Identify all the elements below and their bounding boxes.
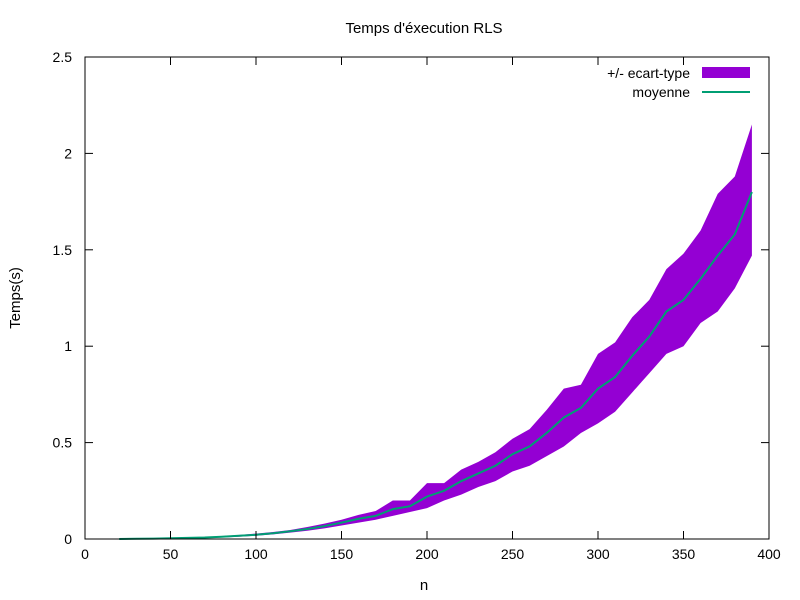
x-tick-label: 250 [501,546,525,562]
y-tick-label: 2 [64,145,72,161]
x-tick-label: 0 [81,546,89,562]
y-tick-label: 2.5 [53,49,73,65]
mean-line [119,191,753,540]
x-tick-label: 300 [586,546,610,562]
tick-layer: 0 50 100 150 200 250 300 350 400 0 0.5 1 1.5 2 2.5 [53,49,781,562]
std-dev-band [119,124,752,539]
x-tick-label: 400 [757,546,781,562]
legend-band-label: +/- ecart-type [607,65,690,81]
x-tick-label: 200 [415,546,439,562]
y-tick-label: 0 [64,531,72,547]
y-tick-label: 1 [64,338,72,354]
legend-band-swatch [702,67,750,78]
y-axis-label: Temps(s) [7,267,24,329]
line-layer [119,191,753,540]
band-layer [119,124,752,539]
y-tick-label: 1.5 [53,242,73,258]
y-tick-label: 0.5 [53,435,73,451]
x-tick-label: 150 [330,546,354,562]
chart-title: Temps d'éxecution RLS [345,20,502,37]
x-tick-label: 100 [244,546,268,562]
x-tick-label: 350 [672,546,696,562]
x-tick-label: 50 [163,546,179,562]
legend-line-label: moyenne [632,84,690,100]
x-axis-label: n [420,577,428,594]
legend: +/- ecart-type moyenne [607,65,750,100]
